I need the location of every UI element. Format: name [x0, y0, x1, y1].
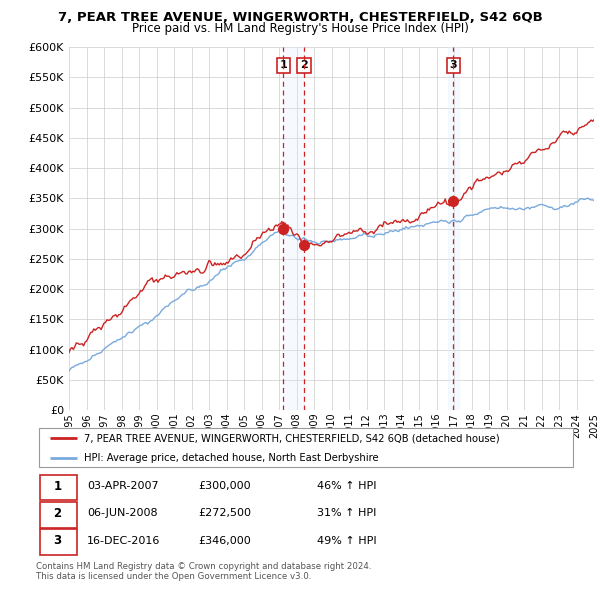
- Text: £272,500: £272,500: [198, 509, 251, 519]
- Text: 3: 3: [449, 60, 457, 70]
- Text: 46% ↑ HPI: 46% ↑ HPI: [317, 481, 376, 491]
- Text: 06-JUN-2008: 06-JUN-2008: [88, 509, 158, 519]
- Text: £346,000: £346,000: [198, 536, 251, 546]
- Text: 2: 2: [300, 60, 308, 70]
- Text: 2: 2: [53, 507, 62, 520]
- Text: 7, PEAR TREE AVENUE, WINGERWORTH, CHESTERFIELD, S42 6QB (detached house): 7, PEAR TREE AVENUE, WINGERWORTH, CHESTE…: [83, 433, 499, 443]
- Bar: [283, 47, 304, 410]
- Text: HPI: Average price, detached house, North East Derbyshire: HPI: Average price, detached house, Nort…: [83, 453, 378, 463]
- Text: 16-DEC-2016: 16-DEC-2016: [88, 536, 161, 546]
- Text: 1: 1: [53, 480, 62, 493]
- Text: 7, PEAR TREE AVENUE, WINGERWORTH, CHESTERFIELD, S42 6QB: 7, PEAR TREE AVENUE, WINGERWORTH, CHESTE…: [58, 11, 542, 24]
- Text: 49% ↑ HPI: 49% ↑ HPI: [317, 536, 376, 546]
- Text: This data is licensed under the Open Government Licence v3.0.: This data is licensed under the Open Gov…: [36, 572, 311, 581]
- Text: 1: 1: [280, 60, 287, 70]
- Text: Contains HM Land Registry data © Crown copyright and database right 2024.: Contains HM Land Registry data © Crown c…: [36, 562, 371, 571]
- FancyBboxPatch shape: [39, 428, 574, 467]
- Bar: [448, 47, 458, 410]
- FancyBboxPatch shape: [40, 474, 77, 500]
- Text: Price paid vs. HM Land Registry's House Price Index (HPI): Price paid vs. HM Land Registry's House …: [131, 22, 469, 35]
- Text: 03-APR-2007: 03-APR-2007: [88, 481, 159, 491]
- FancyBboxPatch shape: [40, 529, 77, 555]
- FancyBboxPatch shape: [40, 502, 77, 527]
- Text: 31% ↑ HPI: 31% ↑ HPI: [317, 509, 376, 519]
- Text: £300,000: £300,000: [198, 481, 251, 491]
- Text: 3: 3: [53, 535, 62, 548]
